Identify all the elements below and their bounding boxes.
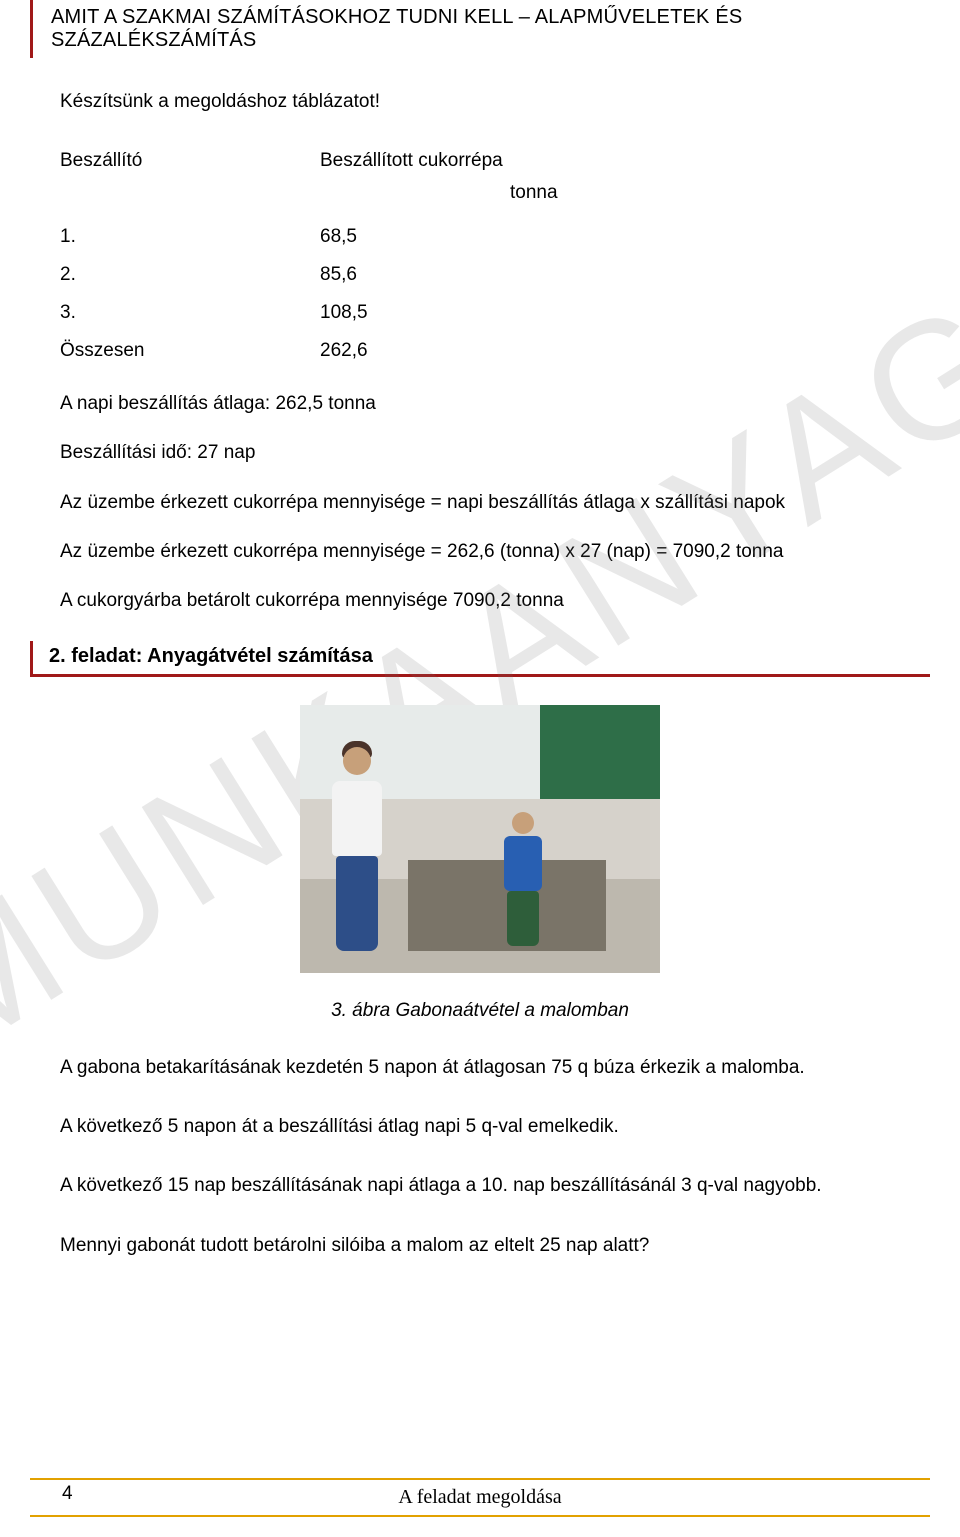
figure-legs [336,856,378,951]
formula1-line: Az üzembe érkezett cukorrépa mennyisége … [60,487,900,518]
formula2-line: Az üzembe érkezett cukorrépa mennyisége … [60,536,900,567]
table-header: Beszállító Beszállított cukorrépa [60,145,900,176]
task2-body-3: A következő 15 nap beszállításának napi … [60,1170,900,1201]
total-label: Összesen [60,332,320,370]
footer-band: A feladat megoldása [30,1478,930,1517]
figure-head [512,812,534,834]
result-line: A cukorgyárba betárolt cukorrépa mennyis… [60,585,900,616]
row-value: 68,5 [320,218,440,256]
table-total: Összesen 262,6 [60,332,900,370]
content: Készítsünk a megoldáshoz táblázatot! Bes… [0,86,960,617]
figure-caption: 3. ábra Gabonaátvétel a malomban [60,1000,900,1022]
task2-body-4: Mennyi gabonát tudott betárolni silóiba … [60,1230,900,1261]
unit-label: tonna [510,177,900,208]
task2-body-1: A gabona betakarításának kezdetén 5 napo… [60,1052,900,1083]
task2-body-2: A következő 5 napon át a beszállítási át… [60,1111,900,1142]
figure-person-1 [322,745,392,955]
figure-wrap [60,705,900,978]
figure-torso [332,781,382,856]
delivery-days-line: Beszállítási idő: 27 nap [60,437,900,468]
col-supplier: Beszállító [60,145,180,176]
figure-legs [507,891,539,946]
intro-line: Készítsünk a megoldáshoz táblázatot! [60,86,900,117]
figure-gabonaatvetel [300,705,660,973]
task2-content: 3. ábra Gabonaátvétel a malomban A gabon… [0,705,960,1261]
total-value: 262,6 [320,332,440,370]
row-n: 3. [60,294,320,332]
figure-person-2 [498,812,548,942]
table-row: 2. 85,6 [60,256,900,294]
task2-heading: 2. feladat: Anyagátvétel számítása [30,641,930,677]
row-n: 2. [60,256,320,294]
figure-torso [504,836,542,891]
header-band: AMIT A SZAKMAI SZÁMÍTÁSOKHOZ TUDNI KELL … [30,0,930,58]
page-title: AMIT A SZAKMAI SZÁMÍTÁSOKHOZ TUDNI KELL … [51,6,930,52]
figure-head [343,747,371,775]
page: MUNKAANYAG AMIT A SZAKMAI SZÁMÍTÁSOKHOZ … [0,0,960,1537]
footer-label: A feladat megoldása [398,1486,561,1508]
table-row: 3. 108,5 [60,294,900,332]
row-value: 85,6 [320,256,440,294]
row-n: 1. [60,218,320,256]
row-value: 108,5 [320,294,440,332]
col-delivered: Beszállított cukorrépa [320,145,580,176]
table-row: 1. 68,5 [60,218,900,256]
table-body: 1. 68,5 2. 85,6 3. 108,5 Összesen 262,6 [60,218,900,370]
daily-avg-line: A napi beszállítás átlaga: 262,5 tonna [60,388,900,419]
page-number: 4 [62,1483,73,1505]
